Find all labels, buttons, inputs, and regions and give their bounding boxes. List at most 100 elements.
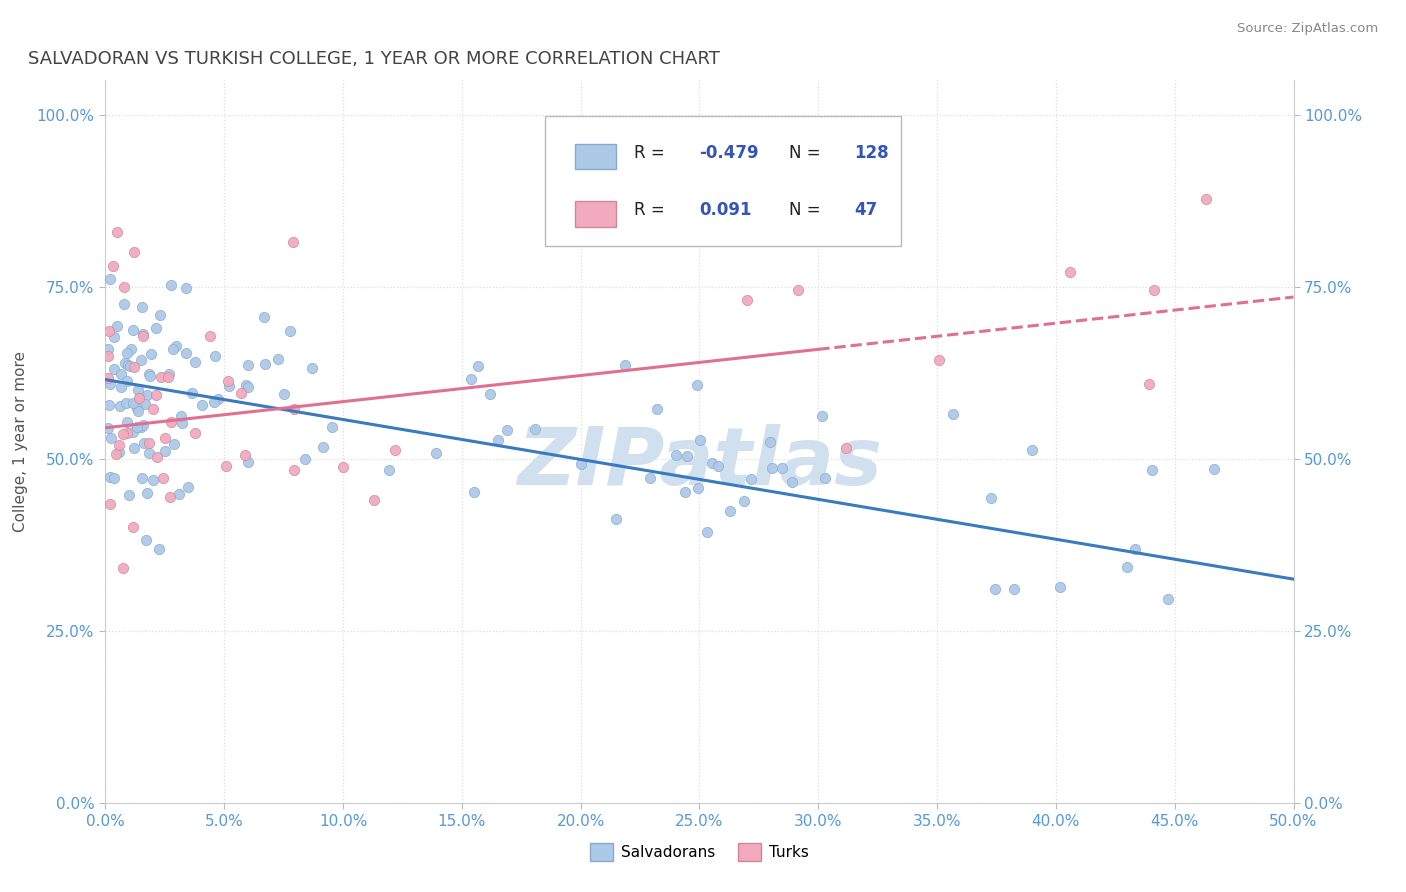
Point xyxy=(984,582,1007,597)
Point xyxy=(115,425,138,440)
Point xyxy=(980,491,1002,505)
Point xyxy=(135,533,157,547)
Point xyxy=(787,283,810,297)
Point xyxy=(103,362,125,376)
Point xyxy=(132,327,155,342)
Point xyxy=(108,445,131,459)
Point xyxy=(122,442,145,456)
Point xyxy=(167,487,190,501)
Text: -0.479: -0.479 xyxy=(700,144,759,161)
Point xyxy=(1021,442,1043,457)
Point xyxy=(761,461,783,475)
Point xyxy=(1142,463,1164,477)
Point xyxy=(311,440,333,454)
Point xyxy=(207,392,229,406)
Point xyxy=(98,324,121,338)
Point xyxy=(134,397,156,411)
Point xyxy=(132,418,155,433)
Point xyxy=(138,369,160,384)
Point xyxy=(135,486,157,500)
Point xyxy=(141,346,163,360)
Point xyxy=(131,300,153,314)
Point xyxy=(460,372,482,386)
Point xyxy=(204,349,226,363)
Point xyxy=(1143,283,1166,297)
Point xyxy=(1123,541,1146,556)
Point xyxy=(942,408,965,422)
Point xyxy=(496,423,519,437)
Point xyxy=(111,427,134,442)
Point xyxy=(131,471,153,485)
Point xyxy=(117,358,139,372)
Point xyxy=(97,421,120,435)
Point xyxy=(127,404,149,418)
Point xyxy=(217,374,239,388)
Text: 0.091: 0.091 xyxy=(700,202,752,219)
Point xyxy=(236,358,259,372)
Point xyxy=(735,293,758,308)
Point xyxy=(162,342,184,356)
Point xyxy=(114,279,136,293)
Point xyxy=(117,415,139,429)
Point xyxy=(696,524,718,539)
Point xyxy=(675,449,697,463)
Point xyxy=(928,352,950,367)
Point xyxy=(467,359,489,373)
Point xyxy=(780,475,803,489)
Point xyxy=(110,368,132,382)
Point xyxy=(202,394,225,409)
Point xyxy=(218,379,240,393)
Point xyxy=(138,435,160,450)
Point xyxy=(155,443,177,458)
Point xyxy=(614,358,637,372)
Point xyxy=(97,398,120,412)
Point xyxy=(283,462,305,476)
Point xyxy=(159,490,181,504)
Point xyxy=(163,437,186,451)
Text: R =: R = xyxy=(634,144,671,161)
Point xyxy=(463,484,485,499)
Point xyxy=(105,318,128,333)
Point xyxy=(673,485,696,500)
Point xyxy=(1157,592,1180,607)
Point xyxy=(98,498,121,512)
Point xyxy=(1137,377,1160,392)
Point xyxy=(174,281,197,295)
Point xyxy=(686,378,709,392)
Text: 47: 47 xyxy=(853,202,877,219)
Point xyxy=(198,329,221,343)
Point xyxy=(811,409,834,423)
Point xyxy=(1204,461,1226,475)
Point xyxy=(107,438,129,452)
Point xyxy=(170,409,193,423)
Point xyxy=(283,401,305,416)
Point xyxy=(479,386,502,401)
Legend: Salvadorans, Turks: Salvadorans, Turks xyxy=(585,837,814,867)
Point xyxy=(233,448,256,462)
Point xyxy=(231,386,253,401)
Point xyxy=(155,431,177,445)
Point xyxy=(98,470,121,484)
Point xyxy=(184,426,207,441)
Point xyxy=(148,542,170,557)
Point xyxy=(707,458,730,473)
Text: ZIPatlas: ZIPatlas xyxy=(517,425,882,502)
Point xyxy=(132,435,155,450)
Point xyxy=(142,402,165,417)
Point xyxy=(97,343,120,357)
Point xyxy=(122,323,145,337)
Point xyxy=(758,434,780,449)
Point xyxy=(686,481,709,495)
Point xyxy=(159,415,181,429)
Point xyxy=(127,420,149,434)
Point xyxy=(700,456,723,470)
Point xyxy=(122,396,145,410)
FancyBboxPatch shape xyxy=(575,144,616,169)
Point xyxy=(238,455,260,469)
Point xyxy=(111,561,134,575)
Point xyxy=(97,350,120,364)
Point xyxy=(120,359,142,373)
Point xyxy=(98,377,121,392)
Point xyxy=(177,479,200,493)
Point xyxy=(128,389,150,403)
